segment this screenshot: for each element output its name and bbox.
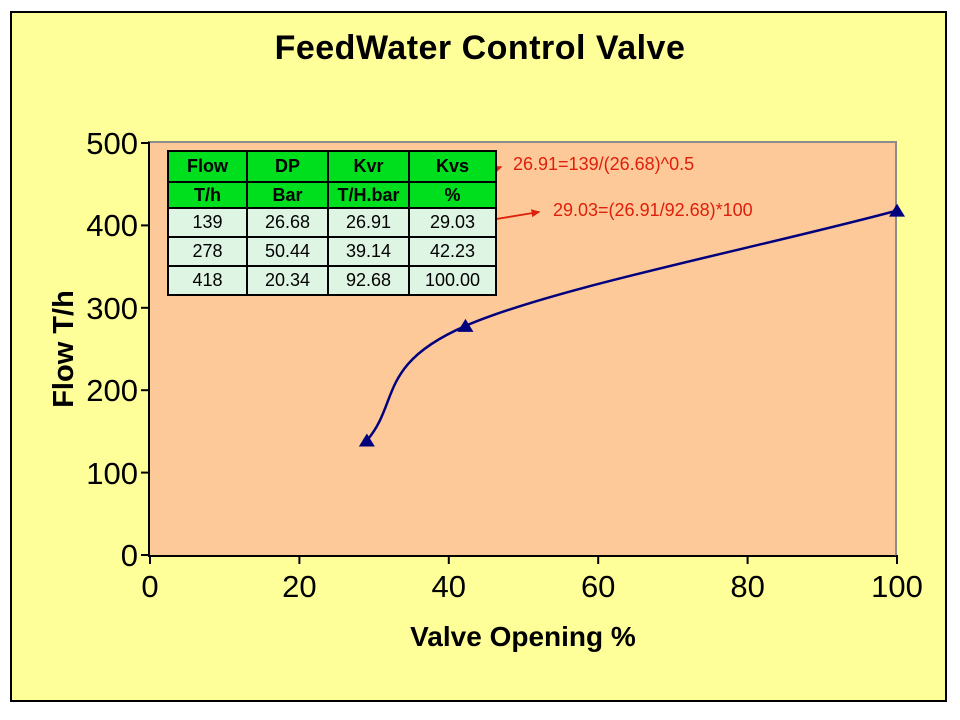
table-cell: 50.44 (246, 236, 329, 267)
table-header-row: Flow DP Kvr Kvs (167, 150, 497, 183)
x-tick-label: 80 (730, 569, 765, 604)
table-row: 418 20.34 92.68 100.00 (167, 265, 497, 296)
table-cell: 139 (167, 207, 248, 238)
table-cell: 29.03 (408, 207, 497, 238)
data-table: Flow DP Kvr Kvs T/h Bar T/H.bar% 139 26.68 26.91 2… (167, 150, 497, 296)
table-cell: 39.14 (327, 236, 410, 267)
y-tick-label: 400 (86, 208, 138, 244)
x-tick-label: 60 (580, 569, 616, 604)
table-cell: 26.68 (246, 207, 329, 238)
formula-annotation-kvs: 29.03=(26.91/92.68)*100 (553, 200, 753, 220)
table-row: 278 50.44 39.14 42.23 (167, 236, 497, 267)
x-tick-label: 20 (282, 569, 317, 604)
table-header-cell: Flow (167, 150, 248, 183)
table-cell: 42.23 (408, 236, 497, 267)
table-cell: 92.68 (327, 265, 410, 296)
chart-title: FeedWater Control Valve (274, 29, 686, 67)
table-header-cell: T/h (167, 181, 248, 209)
y-axis-title: Flow T/h (48, 290, 80, 408)
formula-annotation-kvr: 26.91=139/(26.68)^0.5 (513, 154, 695, 174)
table-header-cell: Bar (246, 181, 329, 209)
y-tick-label: 200 (86, 373, 138, 409)
table-row: 139 26.68 26.91 29.03 (167, 207, 497, 238)
table-cell: 100.00 (408, 265, 497, 296)
y-tick-label: 0 (120, 538, 138, 573)
x-axis-title: Valve Opening % (410, 621, 636, 652)
x-tick-label: 40 (431, 569, 467, 604)
table-cell: 278 (167, 236, 248, 267)
y-tick-label: 500 (86, 126, 138, 161)
y-tick-label: 100 (86, 455, 138, 491)
y-tick-label: 300 (86, 290, 138, 326)
table-header-cell: % (408, 181, 497, 209)
table-header-cell: T/H.bar (327, 181, 410, 209)
table-header-row: T/h Bar T/H.bar% (167, 181, 497, 209)
table-header-cell: Kvr (327, 150, 410, 183)
table-header-cell: Kvs (408, 150, 497, 183)
x-tick-label: 0 (141, 569, 159, 604)
table-header-cell: DP (246, 150, 329, 183)
x-tick-label: 100 (871, 569, 923, 604)
table-cell: 418 (167, 265, 248, 296)
table-cell: 26.91 (327, 207, 410, 238)
table-cell: 20.34 (246, 265, 329, 296)
